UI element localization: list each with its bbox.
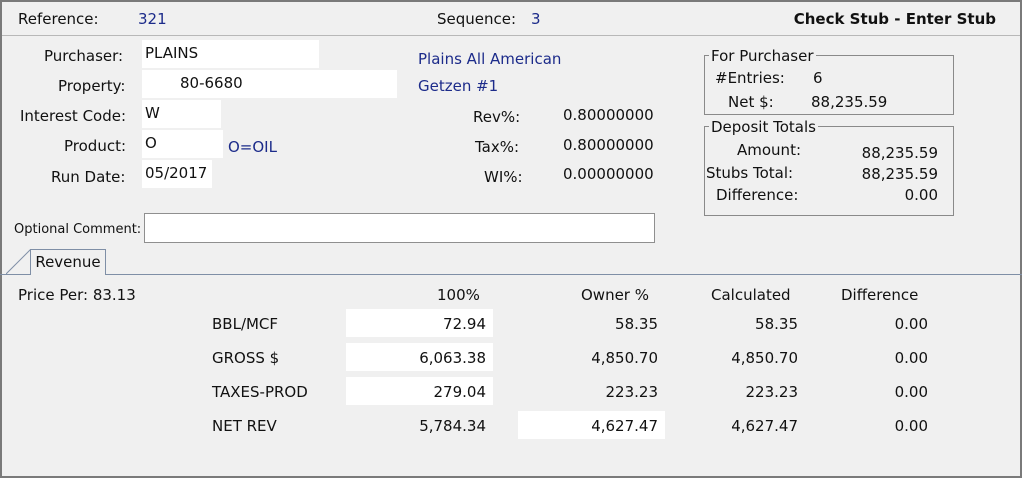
gross-100pct-input[interactable] (346, 343, 493, 371)
purchaser-name: Plains All American (418, 50, 562, 68)
row-label-gross: GROSS $ (212, 349, 280, 367)
taxes-prod-calculated-value: 223.23 (745, 383, 799, 401)
row-label-taxes-prod: TAXES-PROD (212, 383, 308, 401)
purchaser-label: Purchaser: (44, 47, 124, 65)
bbl-mcf-calculated-value: 58.35 (755, 315, 798, 333)
purchaser-input[interactable]: PLAINS (142, 40, 319, 68)
product-label: Product: (64, 137, 127, 155)
sequence-value: 3 (531, 10, 541, 28)
header-bar (2, 2, 1020, 36)
tax-pct-value: 0.80000000 (563, 136, 654, 154)
entries-value: 6 (813, 69, 823, 87)
col-header-100pct: 100% (437, 286, 480, 304)
col-header-difference: Difference (841, 286, 919, 304)
wi-pct-label: WI%: (484, 168, 523, 186)
net-rev-owner-value: 4,627.47 (591, 417, 658, 435)
interest-code-label: Interest Code: (20, 107, 127, 125)
rev-pct-value: 0.80000000 (563, 106, 654, 124)
optional-comment-input[interactable] (144, 213, 655, 243)
run-date-input[interactable]: 05/2017 (142, 160, 212, 188)
net-value: 88,235.59 (811, 93, 888, 111)
property-label: Property: (58, 77, 126, 95)
stubs-total-label: Stubs Total: (706, 164, 794, 182)
col-header-owner-pct: Owner % (581, 286, 649, 304)
gross-difference-value: 0.00 (894, 349, 928, 367)
row-label-net-rev: NET REV (212, 417, 277, 435)
taxes-prod-difference-value: 0.00 (894, 383, 928, 401)
property-input[interactable]: 80-6680 (142, 70, 397, 98)
tab-strip-line (0, 274, 1022, 275)
net-rev-owner-input[interactable] (518, 411, 665, 439)
row-label-bbl-mcf: BBL/MCF (212, 315, 279, 333)
bbl-mcf-100pct-value: 72.94 (443, 315, 486, 333)
net-label: Net $: (728, 93, 774, 111)
net-rev-100pct-value: 5,784.34 (419, 417, 486, 435)
run-date-label: Run Date: (51, 168, 126, 186)
product-description: O=OIL (228, 138, 277, 156)
product-input[interactable]: O (142, 130, 223, 158)
bbl-mcf-100pct-input[interactable] (346, 309, 493, 337)
bbl-mcf-difference-value: 0.00 (894, 315, 928, 333)
gross-calculated-value: 4,850.70 (731, 349, 798, 367)
property-name: Getzen #1 (418, 77, 499, 95)
stubs-total-value: 88,235.59 (861, 165, 938, 183)
net-rev-calculated-value: 4,627.47 (731, 417, 798, 435)
gross-100pct-value: 6,063.38 (419, 349, 486, 367)
tab-slant-edge (6, 249, 32, 275)
difference-value: 0.00 (904, 186, 938, 204)
taxes-prod-100pct-input[interactable] (346, 377, 493, 405)
taxes-prod-100pct-value: 279.04 (433, 383, 487, 401)
interest-code-input[interactable]: W (142, 100, 221, 128)
taxes-prod-owner-value: 223.23 (605, 383, 659, 401)
amount-label: Amount: (737, 141, 801, 159)
reference-value: 321 (138, 10, 167, 28)
difference-label: Difference: (716, 186, 799, 204)
for-purchaser-group (704, 55, 954, 115)
deposit-totals-title: Deposit Totals (709, 118, 818, 136)
amount-value: 88,235.59 (861, 144, 938, 162)
reference-label: Reference: (18, 10, 99, 28)
sequence-label: Sequence: (437, 10, 517, 28)
screen-title: Check Stub - Enter Stub (793, 10, 996, 28)
gross-owner-value: 4,850.70 (591, 349, 658, 367)
rev-pct-label: Rev%: (473, 108, 521, 126)
entries-label: #Entries: (715, 69, 785, 87)
tax-pct-label: Tax%: (475, 138, 520, 156)
for-purchaser-title: For Purchaser (709, 47, 816, 65)
deposit-totals-group (704, 126, 954, 216)
col-header-calculated: Calculated (711, 286, 791, 304)
bbl-mcf-owner-value: 58.35 (615, 315, 658, 333)
net-rev-difference-value: 0.00 (894, 417, 928, 435)
tab-revenue[interactable]: Revenue (30, 249, 106, 275)
price-per: Price Per: 83.13 (18, 286, 136, 304)
wi-pct-value: 0.00000000 (563, 165, 654, 183)
optional-comment-label: Optional Comment: (14, 222, 142, 237)
